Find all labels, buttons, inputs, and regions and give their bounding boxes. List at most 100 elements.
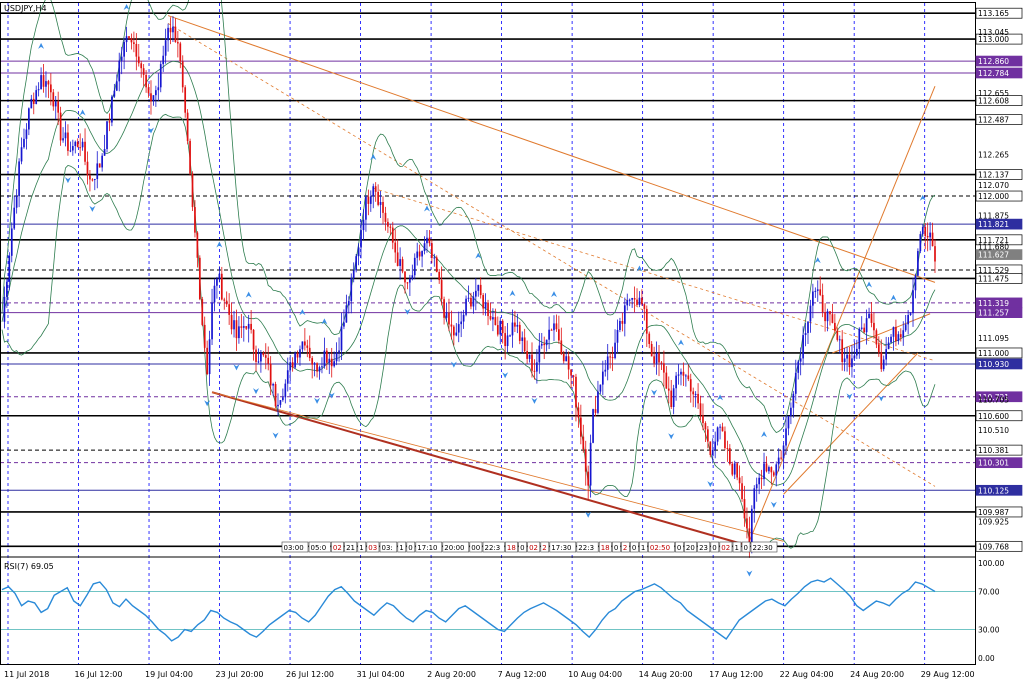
candle-body (196, 232, 199, 258)
level-tag (975, 114, 1023, 125)
level-label: 109.768 (978, 542, 1009, 551)
candle-body (496, 325, 499, 335)
candle-body (934, 246, 936, 262)
candle-body (509, 335, 511, 337)
candle-body (763, 463, 765, 480)
candle-body (345, 305, 348, 323)
candle-body (150, 93, 152, 102)
candle-body (409, 279, 411, 283)
candle-body (184, 87, 187, 113)
candle-body (387, 221, 389, 227)
channel-support-line (211, 391, 750, 547)
candle-body (301, 341, 304, 350)
candle-body (377, 191, 379, 205)
candle-body (870, 313, 873, 323)
price-tick-label: 110.510 (978, 426, 1009, 435)
candle-body (907, 314, 909, 325)
candle-body (108, 121, 111, 123)
candle-body (152, 95, 155, 102)
candle-body (873, 322, 875, 331)
candle-body (272, 384, 274, 386)
candle-body (71, 146, 74, 151)
session-label: 1 (399, 544, 403, 552)
candle-body (59, 112, 62, 141)
candle-body (379, 201, 382, 205)
time-label: 14 Aug 20:00 (639, 670, 693, 679)
candle-body (721, 426, 724, 432)
session-box (442, 541, 470, 553)
session-box (527, 541, 541, 553)
candle-body (797, 361, 800, 373)
candle-body (606, 356, 609, 370)
candle-body (223, 299, 226, 301)
rsi-tick-label: 70.00 (978, 588, 1000, 597)
candle-body (802, 335, 804, 359)
candle-body (672, 388, 675, 407)
candle-body (829, 311, 831, 315)
candle-body (650, 343, 653, 357)
session-label: 0 (408, 544, 412, 552)
symbol-label: USDJPY,H4 (4, 4, 47, 13)
candle-body (868, 313, 870, 319)
candle-body (504, 333, 506, 347)
candle-body (677, 374, 680, 376)
candle-body (799, 358, 802, 362)
candle-body (37, 89, 40, 91)
candle-body (340, 326, 343, 351)
candle-body (753, 488, 756, 509)
fractal-arrow (890, 294, 897, 301)
candle-body (426, 237, 428, 244)
level-tag (975, 273, 1023, 284)
fractal-arrows (38, 0, 926, 577)
candle-body (467, 297, 470, 299)
candle-body (401, 259, 404, 272)
candle-body (120, 56, 123, 61)
candle-body (145, 74, 147, 88)
candle-body (816, 289, 819, 291)
session-label: 1 (641, 544, 645, 552)
channel-support-line (211, 391, 784, 542)
candle-body (179, 43, 182, 62)
fractal-arrow (450, 361, 457, 368)
candle-body (8, 255, 11, 282)
candle-body (277, 404, 279, 407)
candle-body (902, 330, 905, 338)
time-label: 10 Aug 04:00 (568, 670, 622, 679)
fractal-arrow (770, 501, 777, 508)
session-box (710, 541, 720, 553)
candle-body (25, 129, 28, 139)
candle-body (921, 226, 924, 235)
fractal-arrow (846, 393, 853, 400)
fractal-arrow (321, 318, 328, 325)
candle-body (660, 362, 663, 364)
candle-body (516, 324, 519, 327)
candle-body (225, 300, 228, 305)
candle-body (917, 251, 919, 276)
time-label: 26 Jul 12:00 (286, 670, 334, 679)
candle-body (311, 358, 314, 365)
candle-body (843, 358, 846, 363)
candle-body (47, 81, 50, 85)
candle-body (245, 326, 248, 329)
dashed-trendline (167, 23, 936, 487)
session-box (415, 541, 443, 553)
candle-body (785, 428, 787, 446)
candle-body (814, 290, 817, 292)
candle-body (457, 324, 460, 333)
candle-body (831, 314, 834, 323)
candle-body (484, 302, 487, 309)
candle-body (931, 232, 934, 247)
candle-body (335, 352, 338, 362)
candle-body (284, 383, 287, 398)
session-box (357, 541, 367, 553)
session-label: 22:3 (485, 544, 501, 552)
candle-body (352, 270, 355, 279)
candle-body (511, 322, 514, 336)
candle-body (333, 361, 336, 367)
fractal-arrow (147, 127, 154, 134)
candle-body (10, 228, 13, 256)
candle-body (35, 90, 38, 104)
rsi-line (1, 577, 936, 642)
candle-body (465, 298, 467, 315)
